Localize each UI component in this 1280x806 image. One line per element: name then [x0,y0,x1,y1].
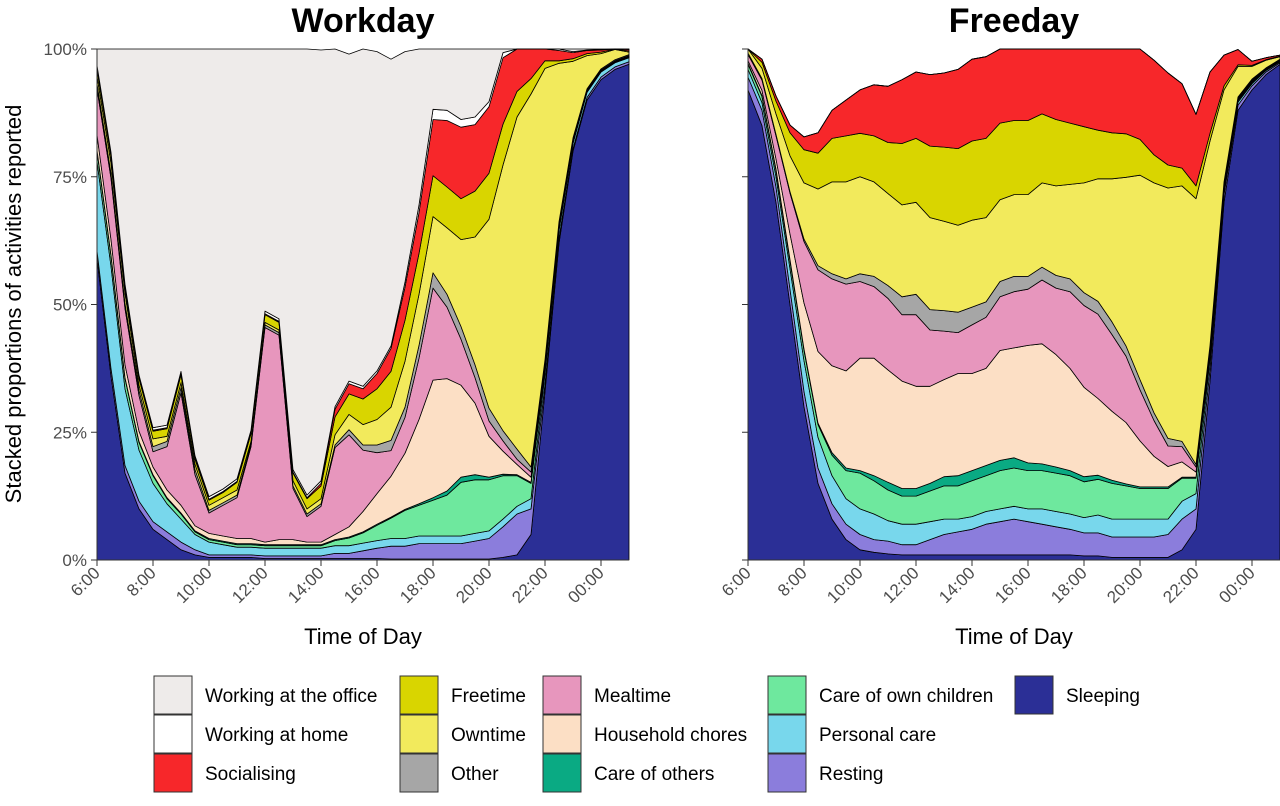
legend-swatch [153,753,193,793]
legend-swatch [399,753,439,793]
legend-item-working-at-home: Working at home [153,714,348,754]
y-tick-label: 75% [53,168,87,187]
legend-swatch [767,675,807,715]
legend-label: Socialising [205,764,296,785]
y-tick-label: 100% [44,40,87,59]
y-axis-title: Stacked proportions of activities report… [1,105,26,504]
y-tick-label: 0% [62,551,87,570]
freeday-title: Freeday [949,2,1079,40]
legend-label: Working at home [205,725,348,746]
x-tick-label: 00:00 [1215,563,1259,607]
x-tick-label: 14:00 [935,563,979,607]
legend-swatch [542,675,582,715]
legend-item-resting: Resting [767,753,883,793]
legend-swatch [399,675,439,715]
legend-label: Sleeping [1066,686,1140,707]
x-tick-label: 10:00 [172,563,216,607]
freeday-panel: Freeday 6:00 8:00 10:00 12:00 14:00 16:00 18:00… [718,2,1280,649]
legend-swatch [153,675,193,715]
x-tick-label: 12:00 [228,563,272,607]
x-tick-label: 22:00 [508,563,552,607]
legend-item-mealtime: Mealtime [542,675,671,715]
x-tick-label: 00:00 [564,563,608,607]
x-tick-label: 22:00 [1159,563,1203,607]
legend-item-socialising: Socialising [153,753,296,793]
legend-label: Care of own children [819,686,993,707]
legend-label: Household chores [594,725,747,746]
x-tick-label: 8:00 [774,563,811,600]
y-tick-label: 25% [53,423,87,442]
legend-label: Owntime [451,725,526,746]
x-axis-title: Time of Day [955,624,1073,649]
legend: Working at the office Freetime Mealtime Car… [153,675,1140,793]
legend-swatch [767,714,807,754]
x-tick-label: 20:00 [452,563,496,607]
legend-item-freetime: Freetime [399,675,526,715]
legend-item-care-of-own-children: Care of own children [767,675,993,715]
y-tick-label: 50% [53,296,87,315]
legend-swatch [542,753,582,793]
legend-swatch [542,714,582,754]
legend-item-sleeping: Sleeping [1014,675,1140,715]
legend-swatch [1014,675,1054,715]
x-tick-label: 14:00 [284,563,328,607]
legend-label: Care of others [594,764,714,785]
legend-label: Freetime [451,686,526,707]
legend-item-other: Other [399,753,499,793]
x-tick-label: 18:00 [1047,563,1091,607]
legend-label: Personal care [819,725,936,746]
legend-item-owntime: Owntime [399,714,526,754]
x-axis-title: Time of Day [304,624,422,649]
legend-swatch [767,753,807,793]
stacked-areas [96,48,630,561]
legend-item-care-of-others: Care of others [542,753,714,793]
legend-label: Other [451,764,499,785]
x-tick-label: 18:00 [396,563,440,607]
x-tick-label: 16:00 [991,563,1035,607]
legend-item-household-chores: Household chores [542,714,747,754]
x-tick-label: 6:00 [718,563,755,600]
x-tick-label: 16:00 [340,563,384,607]
stacked-areas [747,48,1280,561]
legend-swatch [153,714,193,754]
x-tick-label: 12:00 [879,563,923,607]
legend-label: Working at the office [205,686,378,707]
legend-item-personal-care: Personal care [767,714,936,754]
x-tick-label: 10:00 [823,563,867,607]
workday-title: Workday [292,2,435,40]
legend-swatch [399,714,439,754]
area-working-at-the-office [96,48,630,497]
legend-item-working-at-the-office: Working at the office [153,675,378,715]
legend-label: Mealtime [594,686,671,707]
legend-label: Resting [819,764,883,785]
x-tick-label: 8:00 [123,563,160,600]
area-working-at-the-office [747,48,1280,138]
x-tick-label: 20:00 [1103,563,1147,607]
